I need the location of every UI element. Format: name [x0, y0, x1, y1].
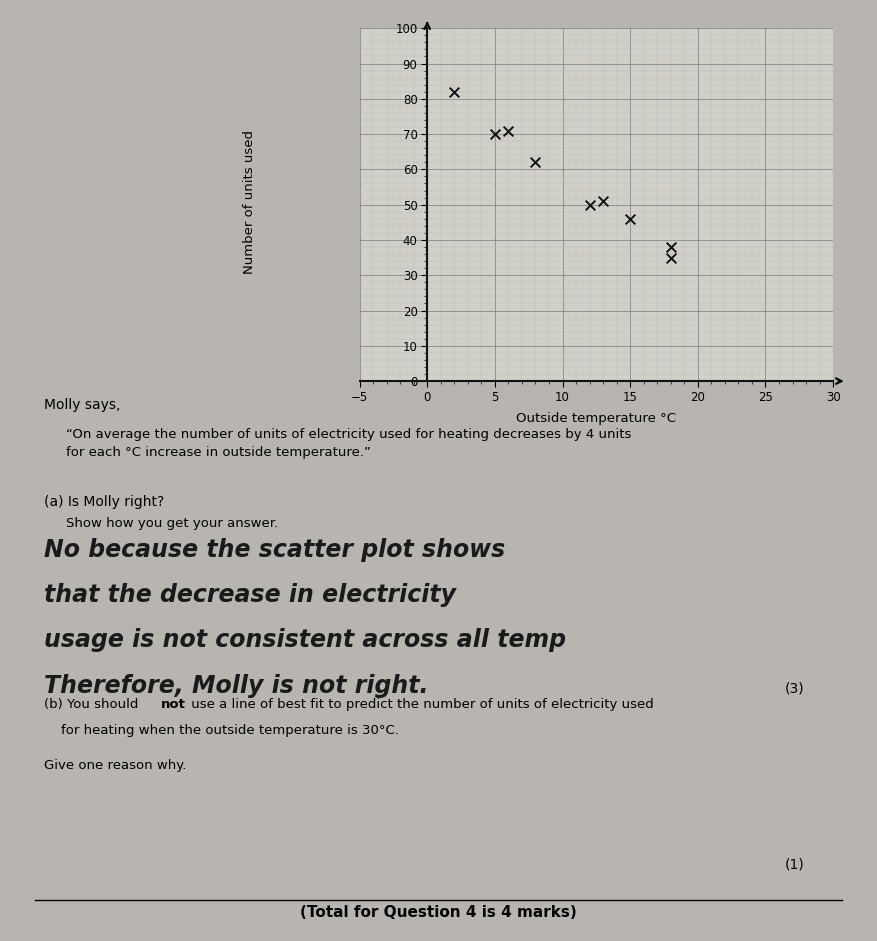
Text: usage is not consistent across all temp: usage is not consistent across all temp	[44, 629, 566, 652]
Text: that the decrease in electricity: that the decrease in electricity	[44, 583, 456, 607]
Text: “On average the number of units of electricity used for heating decreases by 4 u: “On average the number of units of elect…	[66, 428, 631, 459]
Text: not: not	[160, 697, 185, 710]
Text: (Total for Question 4 is 4 marks): (Total for Question 4 is 4 marks)	[300, 905, 577, 920]
Text: Number of units used: Number of units used	[244, 130, 256, 275]
Text: Molly says,: Molly says,	[44, 398, 120, 412]
Point	[502, 123, 516, 138]
Text: Therefore, Molly is not right.: Therefore, Molly is not right.	[44, 674, 428, 697]
Point	[582, 198, 596, 213]
Point	[624, 212, 638, 227]
Point	[596, 194, 610, 209]
Text: Give one reason why.: Give one reason why.	[44, 758, 186, 772]
Text: for heating when the outside temperature is 30°C.: for heating when the outside temperature…	[44, 724, 399, 737]
Text: use a line of best fit to predict the number of units of electricity used: use a line of best fit to predict the nu…	[187, 697, 653, 710]
Point	[664, 240, 678, 255]
Point	[529, 154, 543, 169]
Point	[488, 127, 502, 142]
Text: (3): (3)	[785, 681, 804, 695]
Point	[664, 250, 678, 265]
X-axis label: Outside temperature °C: Outside temperature °C	[517, 412, 676, 425]
Text: (a) Is Molly right?: (a) Is Molly right?	[44, 495, 164, 509]
Text: (b) You should: (b) You should	[44, 697, 142, 710]
Text: No because the scatter plot shows: No because the scatter plot shows	[44, 538, 505, 562]
Point	[447, 85, 461, 100]
Text: Show how you get your answer.: Show how you get your answer.	[66, 517, 278, 530]
Text: (1): (1)	[785, 857, 805, 871]
